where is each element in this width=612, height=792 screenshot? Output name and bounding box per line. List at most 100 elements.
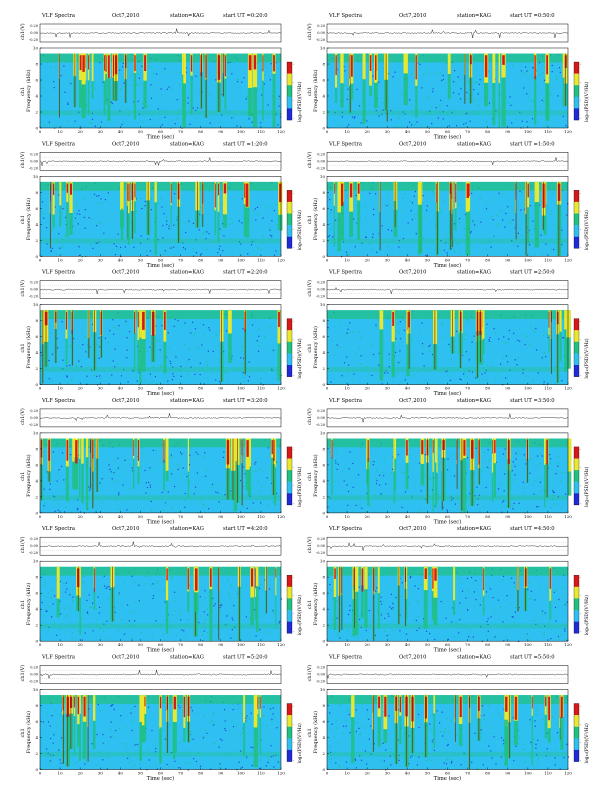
colorbar-segment — [287, 749, 292, 762]
ch-axis-label: ch1(V) — [19, 408, 26, 425]
spectrogram-panel: VLF Spectra Oct7,2010 station=KAG start UT … — [306, 270, 590, 398]
time-tick-label: 120 — [564, 386, 572, 391]
ch-tick-label: 0.20 — [30, 537, 38, 541]
colorbar-segment — [287, 201, 292, 214]
colorbar-segment — [574, 73, 579, 86]
freq-tick-label: 6 — [35, 206, 38, 211]
freq-tick-label: 0 — [35, 639, 38, 644]
time-tick-label: 40 — [405, 642, 411, 647]
panel-title: VLF Spectra — [41, 141, 75, 147]
colorbar-tick-label: - — [293, 338, 295, 342]
ch-tick-label: 0.00 — [317, 416, 325, 420]
time-tick-label: 0 — [39, 642, 42, 647]
ch-tick-label: 0.20 — [317, 537, 325, 541]
colorbar-tick-label: - — [293, 723, 295, 727]
colorbar-tick-label: - — [580, 338, 582, 342]
time-tick-label: 10 — [345, 642, 351, 647]
time-tick-label: 50 — [425, 771, 431, 776]
freq-tick-label: 8 — [322, 62, 325, 67]
colorbar-tick-label: - — [580, 502, 582, 506]
time-tick-label: 120 — [564, 514, 572, 519]
freq-axis-label: Frequency (kHz) — [312, 198, 319, 241]
freq-axis-label: Frequency (kHz) — [312, 69, 319, 112]
colorbar-tick-label: - — [293, 448, 295, 452]
ch-tick-label: 0.20 — [317, 281, 325, 285]
colorbar-segment — [287, 365, 292, 377]
freq-tick-label: 6 — [35, 334, 38, 339]
time-tick-label: 60 — [445, 129, 451, 134]
time-tick-label: 30 — [385, 257, 391, 262]
spectrogram-panel: VLF Spectra Oct7,2010 station=KAG start UT … — [306, 141, 590, 268]
time-axis-label: Time (sec) — [434, 134, 461, 141]
spectrogram-panel: VLF Spectra Oct7,2010 station=KAG start UT … — [19, 655, 303, 783]
ch-tick-label: -0.20 — [316, 423, 325, 427]
waveform-trace — [39, 413, 282, 422]
time-tick-label: 100 — [237, 129, 245, 134]
time-tick-label: 30 — [385, 386, 391, 391]
time-tick-label: 0 — [326, 514, 329, 519]
freq-tick-label: 0 — [322, 254, 325, 259]
freq-tick-label: 4 — [35, 222, 38, 227]
colorbar-label: log₁₀(PSD)(V²/Hz) — [296, 210, 303, 250]
ch-tick-label: 0.20 — [30, 666, 38, 670]
freq-tick-label: 10 — [320, 302, 326, 307]
time-tick-label: 20 — [78, 129, 84, 134]
time-tick-label: 30 — [98, 642, 104, 647]
ch-tick-label: 0.00 — [317, 288, 325, 292]
time-tick-label: 80 — [198, 257, 204, 262]
freq-tick-label: 2 — [322, 494, 325, 499]
colorbar-segment — [574, 201, 579, 214]
time-tick-label: 30 — [98, 386, 104, 391]
time-tick-label: 100 — [237, 514, 245, 519]
time-tick-label: 0 — [326, 129, 329, 134]
colorbar-segment — [287, 73, 292, 86]
ch-tick-label: 0.20 — [317, 666, 325, 670]
colorbar-segment — [574, 458, 579, 471]
colorbar-segment — [574, 598, 579, 611]
colorbar-label: log₁₀(PSD)(V²/Hz) — [296, 82, 303, 122]
spectrogram-image — [327, 561, 569, 642]
time-tick-label: 50 — [138, 386, 144, 391]
time-tick-label: 10 — [345, 514, 351, 519]
colorbar-tick-label: - — [580, 356, 582, 360]
waveform-trace — [327, 156, 569, 166]
colorbar-segment — [574, 190, 579, 203]
freq-axis-label: Frequency (kHz) — [25, 583, 32, 626]
time-tick-label: 80 — [198, 129, 204, 134]
time-tick-label: 90 — [218, 771, 224, 776]
freq-tick-label: 4 — [322, 478, 325, 483]
time-tick-label: 80 — [485, 642, 491, 647]
freq-tick-label: 10 — [33, 687, 39, 692]
time-tick-label: 0 — [326, 257, 329, 262]
panel-start-time: start UT =0:50:0 — [510, 13, 555, 19]
colorbar-segment — [574, 610, 579, 622]
time-tick-label: 90 — [218, 514, 224, 519]
colorbar-tick-label: - — [580, 484, 582, 488]
time-tick-label: 20 — [78, 642, 84, 647]
colorbar-tick-label: - — [293, 759, 295, 763]
colorbar-tick-label: - — [580, 705, 582, 709]
time-tick-label: 120 — [277, 129, 285, 134]
time-tick-label: 110 — [257, 129, 265, 134]
time-axis-label: Time (sec) — [147, 134, 174, 141]
waveform-trace — [39, 28, 282, 38]
time-tick-label: 40 — [405, 514, 411, 519]
time-tick-label: 10 — [58, 642, 64, 647]
time-tick-label: 40 — [118, 386, 124, 391]
colorbar-label: log₁₀(PSD)(V²/Hz) — [583, 210, 590, 250]
time-tick-label: 10 — [58, 386, 64, 391]
time-tick-label: 80 — [485, 257, 491, 262]
colorbar-segment — [574, 621, 579, 634]
time-tick-label: 20 — [365, 257, 371, 262]
time-axis-label: Time (sec) — [147, 262, 174, 269]
freq-tick-label: 0 — [35, 126, 38, 131]
freq-tick-label: 8 — [35, 62, 38, 67]
time-tick-label: 110 — [257, 257, 265, 262]
spectrogram-panel: VLF Spectra Oct7,2010 station=KAG start UT … — [19, 13, 303, 141]
panel-start-time: start UT =0:20:0 — [223, 13, 268, 19]
colorbar-segment — [287, 318, 292, 331]
colorbar-segment — [574, 96, 579, 109]
ch-tick-label: 0.20 — [317, 409, 325, 413]
spectrogram-panel: VLF Spectra Oct7,2010 station=KAG start UT … — [306, 398, 590, 526]
time-tick-label: 80 — [198, 386, 204, 391]
